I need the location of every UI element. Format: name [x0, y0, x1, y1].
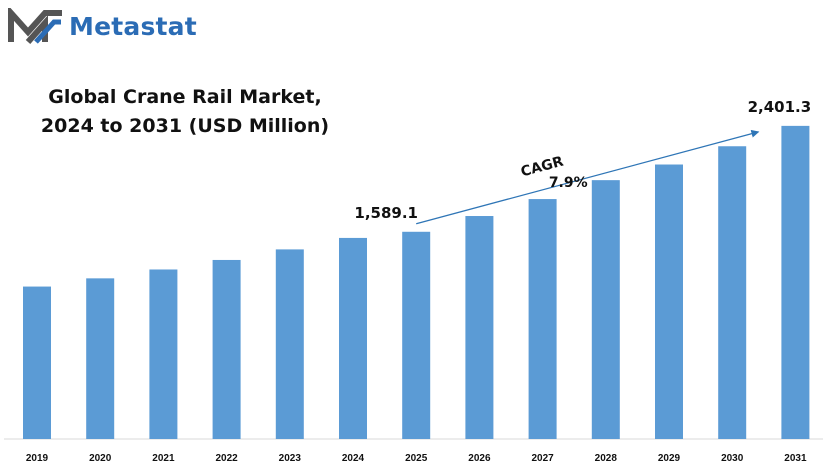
x-tick-label-2024: 2024: [342, 453, 365, 464]
bar-2031: [781, 125, 810, 439]
bar-2025: [402, 231, 431, 439]
bar-2020: [86, 278, 115, 439]
x-tick-label-2023: 2023: [279, 453, 302, 464]
bar-2023: [275, 249, 304, 439]
x-tick-label-2021: 2021: [152, 453, 175, 464]
bar-2024: [339, 237, 367, 439]
cagr-value: 7.9%: [549, 175, 588, 191]
bar-2026: [465, 216, 494, 439]
bar-2027: [528, 199, 557, 439]
x-tick-label-2027: 2027: [531, 453, 554, 464]
x-tick-label-2028: 2028: [595, 453, 618, 464]
bar-2021: [149, 269, 178, 439]
chart-title-line-2: 2024 to 2031 (USD Million): [40, 115, 330, 137]
x-tick-label-2030: 2030: [721, 453, 744, 464]
brand-logo: Metastat: [8, 8, 197, 44]
bar-2022: [212, 259, 241, 439]
data-label-2031: 2,401.3: [748, 98, 812, 116]
metastat-logo-icon: [8, 8, 62, 44]
bar-2028: [591, 180, 620, 439]
brand-name: Metastat: [69, 11, 197, 41]
cagr-arrow: [416, 129, 760, 225]
chart-title-line-1: Global Crane Rail Market,: [48, 86, 322, 108]
x-tick-label-2029: 2029: [658, 453, 681, 464]
bar-2029: [655, 164, 683, 439]
data-label-2025: 1,589.1: [354, 204, 418, 222]
bar-2030: [718, 146, 747, 439]
x-tick-label-2031: 2031: [784, 453, 807, 464]
x-tick-label-2022: 2022: [215, 453, 238, 464]
bar-2019: [23, 286, 51, 439]
chart-title: Global Crane Rail Market, 2024 to 2031 (…: [25, 83, 345, 141]
x-tick-label-2025: 2025: [405, 453, 428, 464]
x-tick-label-2019: 2019: [26, 453, 49, 464]
x-tick-label-2020: 2020: [89, 453, 112, 464]
x-tick-label-2026: 2026: [468, 453, 491, 464]
